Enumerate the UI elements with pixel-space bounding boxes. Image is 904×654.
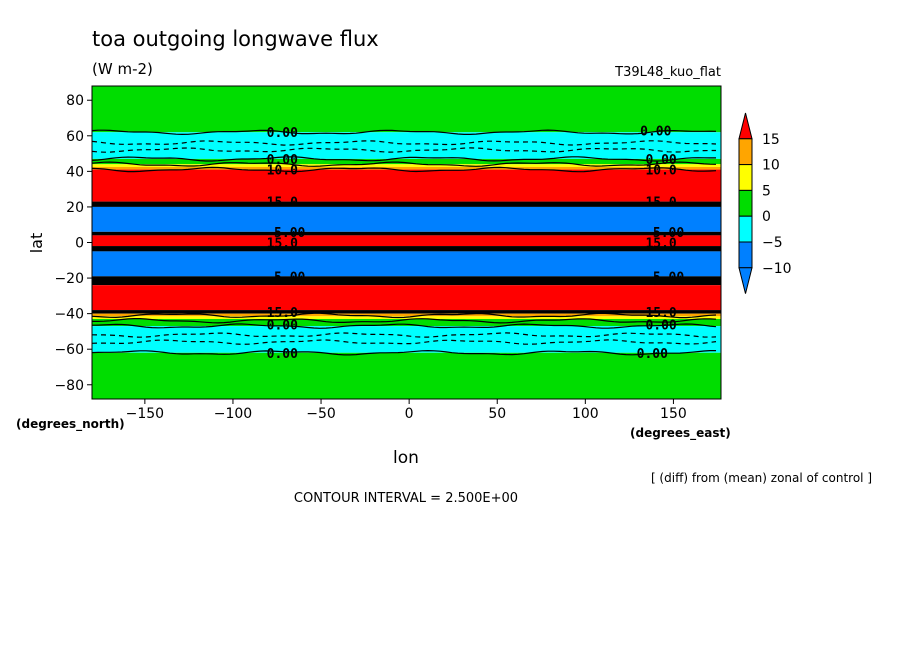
band-1 bbox=[92, 132, 721, 159]
chart-title: toa outgoing longwave flux bbox=[92, 27, 379, 51]
colorbar-swatch-2 bbox=[738, 164, 753, 191]
colorbar-label-3: 0 bbox=[762, 209, 771, 225]
band-17 bbox=[92, 318, 721, 327]
x-axis-label: lon bbox=[393, 448, 419, 468]
band-11 bbox=[92, 251, 721, 277]
y-tick-label-2: 40 bbox=[66, 164, 84, 180]
contour-label-14: 15.0 bbox=[267, 306, 298, 321]
contour-line-3 bbox=[92, 156, 716, 162]
contour-label-12: -5.00 bbox=[266, 270, 305, 285]
band-14 bbox=[92, 310, 721, 314]
contour-label-13: -5.00 bbox=[645, 270, 684, 285]
y-tick-label-0: 80 bbox=[66, 93, 84, 109]
x-tick-label-4: 50 bbox=[488, 406, 506, 422]
y-tick-label-4: 0 bbox=[75, 236, 84, 252]
x-tick-label-1: −100 bbox=[214, 406, 252, 422]
band-12 bbox=[92, 276, 721, 286]
diff-note: [ (diff) from (mean) zonal of control ] bbox=[651, 471, 872, 485]
contour-label-9: -5.00 bbox=[645, 226, 684, 241]
y-axis-label: lat bbox=[27, 233, 46, 254]
band-8 bbox=[92, 231, 721, 236]
band-10 bbox=[92, 246, 721, 252]
band-2 bbox=[92, 158, 721, 165]
contour-label-1: 0.00 bbox=[640, 124, 671, 139]
colorbar-swatch-6 bbox=[738, 267, 753, 294]
contour-line-6 bbox=[92, 312, 717, 319]
band-15 bbox=[92, 313, 721, 317]
y-unit-label: (degrees_north) bbox=[16, 417, 125, 432]
y-tick-label-7: −60 bbox=[54, 342, 84, 358]
contour-line-7 bbox=[92, 318, 717, 324]
contour-label-15: 15.0 bbox=[645, 306, 676, 321]
contour-line-8 bbox=[92, 323, 717, 329]
band-0 bbox=[92, 86, 721, 133]
band-13 bbox=[92, 285, 721, 311]
band-7 bbox=[92, 206, 721, 232]
contour-label-18: 0.00 bbox=[267, 347, 298, 362]
contour-label-7: 15.0 bbox=[645, 196, 676, 211]
band-6 bbox=[92, 201, 721, 207]
band-18 bbox=[92, 326, 721, 353]
colorbar-label-4: −5 bbox=[762, 235, 783, 251]
x-tick-label-6: 150 bbox=[660, 406, 687, 422]
colorbar-swatch-5 bbox=[738, 241, 753, 269]
y-tick-label-5: −20 bbox=[54, 271, 84, 287]
colorbar-swatch-4 bbox=[738, 215, 753, 243]
y-tick-label-1: 60 bbox=[66, 129, 84, 145]
x-tick-label-2: −50 bbox=[306, 406, 336, 422]
x-tick-label-3: 0 bbox=[405, 406, 414, 422]
contour-label-5: 10.0 bbox=[645, 164, 676, 179]
contour-label-3: 0.00 bbox=[645, 153, 676, 168]
contour-label-6: 15.0 bbox=[267, 196, 298, 211]
contour-interval: CONTOUR INTERVAL = 2.500E+00 bbox=[294, 491, 518, 506]
colorbar-label-5: −10 bbox=[762, 261, 792, 277]
y-tick-label-3: 20 bbox=[66, 200, 84, 216]
colorbar-label-1: 10 bbox=[762, 158, 780, 174]
band-3 bbox=[92, 164, 721, 167]
colorbar-swatch-1 bbox=[738, 138, 753, 166]
contour-label-10: 15.0 bbox=[267, 237, 298, 252]
contour-label-17: 0.00 bbox=[645, 318, 676, 333]
colorbar-label-2: 5 bbox=[762, 183, 771, 199]
contour-label-0: 0.00 bbox=[267, 126, 298, 141]
y-tick-label-6: −40 bbox=[54, 307, 84, 323]
contour-label-19: 0.00 bbox=[637, 347, 668, 362]
band-19 bbox=[92, 352, 721, 399]
colorbar-label-0: 15 bbox=[762, 132, 780, 148]
contour-line-5 bbox=[92, 166, 717, 173]
x-axis: −150 −100 −50 0 50 100 150 bbox=[126, 399, 687, 422]
band-9 bbox=[92, 235, 721, 247]
x-unit-label: (degrees_east) bbox=[630, 426, 731, 441]
y-tick-label-8: −80 bbox=[54, 378, 84, 394]
colorbar-swatch-3 bbox=[738, 189, 753, 217]
contour-line-0 bbox=[92, 129, 717, 136]
band-5 bbox=[92, 169, 721, 202]
chart-units: (W m-2) bbox=[92, 60, 153, 78]
contour-lines bbox=[92, 129, 717, 356]
run-label: T39L48_kuo_flat bbox=[614, 65, 721, 80]
contour-label-8: -5.00 bbox=[266, 226, 305, 241]
contour-line-11 bbox=[92, 349, 716, 356]
x-tick-label-5: 100 bbox=[572, 406, 599, 422]
colorbar-swatch-0 bbox=[738, 112, 753, 140]
contour-label-11: 15.0 bbox=[645, 237, 676, 252]
colorbar: 15 10 5 0 −5 −10 bbox=[738, 112, 792, 294]
x-tick-label-0: −150 bbox=[126, 406, 164, 422]
contour-line-4 bbox=[92, 161, 717, 167]
y-axis: 80 60 40 20 0 −20 −40 −60 −80 bbox=[54, 93, 92, 394]
contour-label-4: 10.0 bbox=[267, 164, 298, 179]
band-4 bbox=[92, 166, 721, 170]
contour-label-2: 0.00 bbox=[267, 153, 298, 168]
zonal-bands bbox=[92, 86, 721, 399]
contour-label-16: 0.00 bbox=[267, 318, 298, 333]
